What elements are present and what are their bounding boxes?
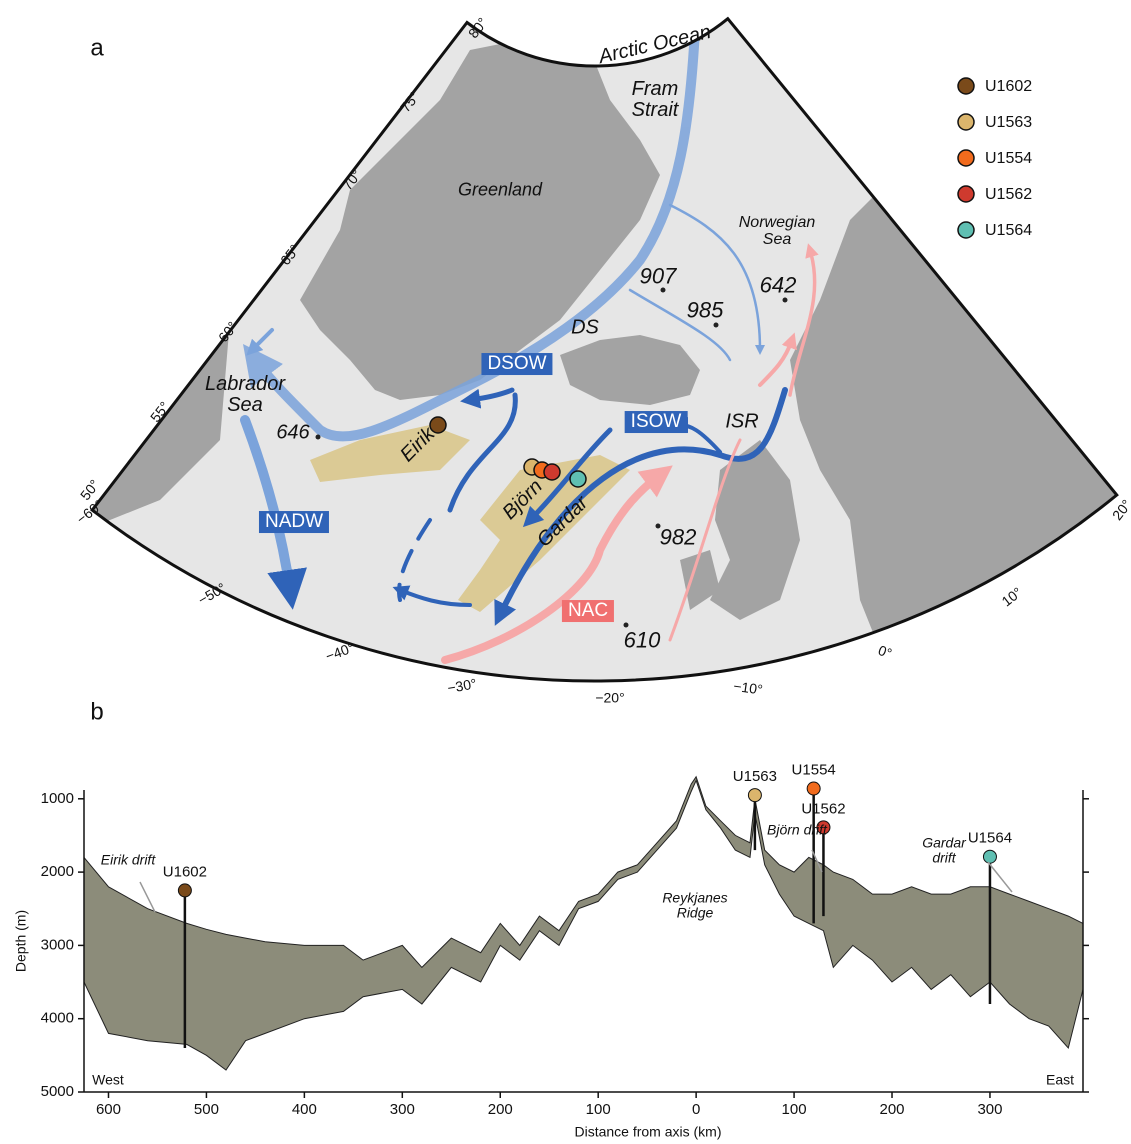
annotation: Eirik drift xyxy=(93,853,163,868)
x-tick-label: 200 xyxy=(879,1101,904,1118)
legend-label: U1564 xyxy=(985,222,1032,239)
annotation: West xyxy=(92,1073,124,1088)
map-label: 646 xyxy=(276,423,309,444)
legend-marker xyxy=(958,150,974,166)
map-label: DS xyxy=(571,318,599,339)
profile-line xyxy=(84,777,1083,968)
current-label: NAC xyxy=(562,600,614,622)
annotation: Reykjanes Ridge xyxy=(660,890,730,919)
legend-marker xyxy=(958,222,974,238)
panel-label: b xyxy=(90,699,103,724)
map-label: 907 xyxy=(640,264,677,287)
map-label: Fram Strait xyxy=(610,79,700,121)
site-marker xyxy=(430,417,446,433)
map-label: 642 xyxy=(760,273,797,296)
x-tick-label: 300 xyxy=(390,1101,415,1118)
x-tick-label: 200 xyxy=(488,1101,513,1118)
x-tick-label: 0 xyxy=(692,1101,700,1118)
site-label: U1563 xyxy=(733,768,777,785)
site-marker xyxy=(748,789,761,802)
profile-fill xyxy=(84,777,1083,1070)
y-axis-label: Depth (m) xyxy=(13,910,29,972)
y-tick-label: 5000 xyxy=(41,1083,74,1100)
legend-marker xyxy=(958,186,974,202)
legend-label: U1563 xyxy=(985,114,1032,131)
annotation: Björn drift xyxy=(762,823,832,838)
y-tick-label: 3000 xyxy=(41,936,74,953)
map-label: 610 xyxy=(624,628,661,651)
y-tick-label: 4000 xyxy=(41,1010,74,1027)
panel-label: a xyxy=(90,35,103,60)
odp-dot xyxy=(316,435,321,440)
current-label: DSOW xyxy=(481,353,552,375)
legend-label: U1602 xyxy=(985,78,1032,95)
x-axis-label: Distance from axis (km) xyxy=(574,1124,721,1140)
current-label: ISOW xyxy=(625,411,688,433)
site-marker xyxy=(570,471,586,487)
figure: U1602 U1563 U1554 U1562 U1564 Distance from … xyxy=(0,0,1131,1144)
leader-line xyxy=(988,862,1012,892)
longitude-label: −20° xyxy=(595,691,624,706)
x-tick-label: 500 xyxy=(194,1101,219,1118)
leader-line xyxy=(140,882,155,912)
map-label: 985 xyxy=(687,298,724,321)
map-label: Greenland xyxy=(458,181,542,200)
site-label: U1602 xyxy=(163,863,207,880)
annotation: East xyxy=(1046,1073,1074,1088)
legend-label: U1554 xyxy=(985,150,1032,167)
legend-marker xyxy=(958,114,974,130)
site-marker xyxy=(544,464,560,480)
x-tick-label: 300 xyxy=(977,1101,1002,1118)
x-tick-label: 100 xyxy=(586,1101,611,1118)
legend-label: U1562 xyxy=(985,186,1032,203)
map: U1602 U1563 U1554 U1562 U1564 xyxy=(0,0,1131,700)
y-tick-label: 1000 xyxy=(41,790,74,807)
leader-line xyxy=(812,850,822,872)
map-label: Norwegian Sea xyxy=(732,215,822,249)
current-label: NADW xyxy=(259,511,329,533)
profile-line xyxy=(84,781,1083,1071)
odp-dot xyxy=(783,298,788,303)
annotation: Gardar drift xyxy=(909,835,979,864)
map-label: ISR xyxy=(725,412,758,433)
x-tick-label: 100 xyxy=(782,1101,807,1118)
odp-dot xyxy=(714,323,719,328)
legend-marker xyxy=(958,78,974,94)
map-label: 982 xyxy=(660,525,697,548)
x-tick-label: 400 xyxy=(292,1101,317,1118)
site-marker xyxy=(983,850,996,863)
site-label: U1562 xyxy=(801,800,845,817)
site-label: U1554 xyxy=(792,762,836,779)
site-marker xyxy=(807,782,820,795)
y-tick-label: 2000 xyxy=(41,863,74,880)
map-label: Labrador Sea xyxy=(200,374,290,416)
x-tick-label: 600 xyxy=(96,1101,121,1118)
site-marker xyxy=(178,884,191,897)
